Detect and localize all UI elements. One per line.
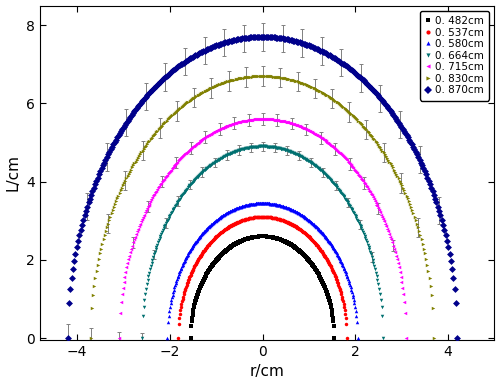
0. 482cm bbox=[274, 236, 280, 241]
0. 715cm bbox=[116, 336, 121, 340]
0. 664cm bbox=[259, 144, 265, 149]
Line: 0. 664cm: 0. 664cm bbox=[140, 145, 385, 340]
0. 830cm bbox=[88, 336, 94, 340]
0. 482cm bbox=[260, 234, 266, 239]
0. 715cm bbox=[378, 210, 384, 215]
0. 715cm bbox=[404, 336, 409, 340]
0. 870cm bbox=[259, 35, 265, 39]
0. 664cm bbox=[358, 226, 364, 231]
0. 537cm bbox=[276, 217, 282, 221]
0. 537cm bbox=[318, 248, 324, 253]
0. 482cm bbox=[310, 262, 316, 267]
0. 482cm bbox=[188, 336, 194, 340]
0. 870cm bbox=[66, 301, 72, 306]
0. 664cm bbox=[343, 198, 349, 202]
0. 715cm bbox=[288, 121, 294, 126]
0. 482cm bbox=[332, 336, 338, 340]
0. 580cm bbox=[165, 320, 171, 325]
0. 537cm bbox=[175, 336, 181, 340]
0. 830cm bbox=[400, 186, 406, 190]
0. 664cm bbox=[282, 147, 288, 152]
0. 870cm bbox=[304, 43, 310, 47]
0. 715cm bbox=[359, 178, 365, 182]
Line: 0. 482cm: 0. 482cm bbox=[189, 234, 336, 340]
0. 580cm bbox=[282, 204, 288, 209]
Legend: 0. 482cm, 0. 537cm, 0. 580cm, 0. 664cm, 0. 715cm, 0. 830cm, 0. 870cm: 0. 482cm, 0. 537cm, 0. 580cm, 0. 664cm, … bbox=[420, 11, 489, 100]
0. 664cm bbox=[288, 149, 294, 154]
0. 830cm bbox=[259, 74, 265, 78]
0. 830cm bbox=[89, 305, 95, 310]
0. 830cm bbox=[292, 79, 298, 83]
Y-axis label: L/cm: L/cm bbox=[6, 154, 20, 191]
0. 870cm bbox=[298, 40, 304, 45]
Line: 0. 870cm: 0. 870cm bbox=[65, 34, 460, 340]
0. 830cm bbox=[431, 336, 437, 340]
0. 715cm bbox=[116, 310, 122, 315]
Line: 0. 715cm: 0. 715cm bbox=[117, 117, 408, 340]
0. 830cm bbox=[294, 79, 300, 84]
0. 537cm bbox=[276, 217, 281, 221]
0. 482cm bbox=[276, 237, 282, 241]
Line: 0. 580cm: 0. 580cm bbox=[166, 201, 360, 340]
0. 537cm bbox=[176, 322, 182, 326]
Line: 0. 830cm: 0. 830cm bbox=[89, 74, 436, 340]
0. 664cm bbox=[380, 336, 386, 340]
0. 580cm bbox=[338, 258, 344, 263]
X-axis label: r/cm: r/cm bbox=[250, 365, 284, 380]
0. 580cm bbox=[164, 336, 170, 340]
Line: 0. 537cm: 0. 537cm bbox=[176, 215, 348, 340]
0. 830cm bbox=[299, 81, 305, 85]
0. 580cm bbox=[278, 203, 283, 208]
0. 715cm bbox=[292, 122, 298, 127]
0. 580cm bbox=[354, 336, 360, 340]
0. 537cm bbox=[328, 266, 334, 271]
0. 537cm bbox=[259, 214, 265, 219]
0. 537cm bbox=[344, 336, 350, 340]
0. 870cm bbox=[296, 40, 302, 45]
0. 870cm bbox=[419, 163, 425, 168]
0. 715cm bbox=[287, 121, 293, 126]
0. 664cm bbox=[139, 336, 145, 340]
0. 482cm bbox=[318, 278, 324, 282]
0. 664cm bbox=[284, 148, 290, 152]
0. 482cm bbox=[188, 324, 194, 329]
0. 870cm bbox=[64, 336, 70, 340]
0. 715cm bbox=[259, 117, 265, 121]
0. 580cm bbox=[259, 201, 265, 206]
0. 580cm bbox=[278, 203, 284, 208]
0. 870cm bbox=[394, 119, 400, 123]
0. 664cm bbox=[140, 314, 145, 318]
0. 580cm bbox=[326, 238, 332, 243]
0. 870cm bbox=[454, 336, 460, 340]
0. 830cm bbox=[378, 147, 384, 151]
0. 537cm bbox=[279, 218, 285, 223]
0. 482cm bbox=[273, 236, 279, 241]
